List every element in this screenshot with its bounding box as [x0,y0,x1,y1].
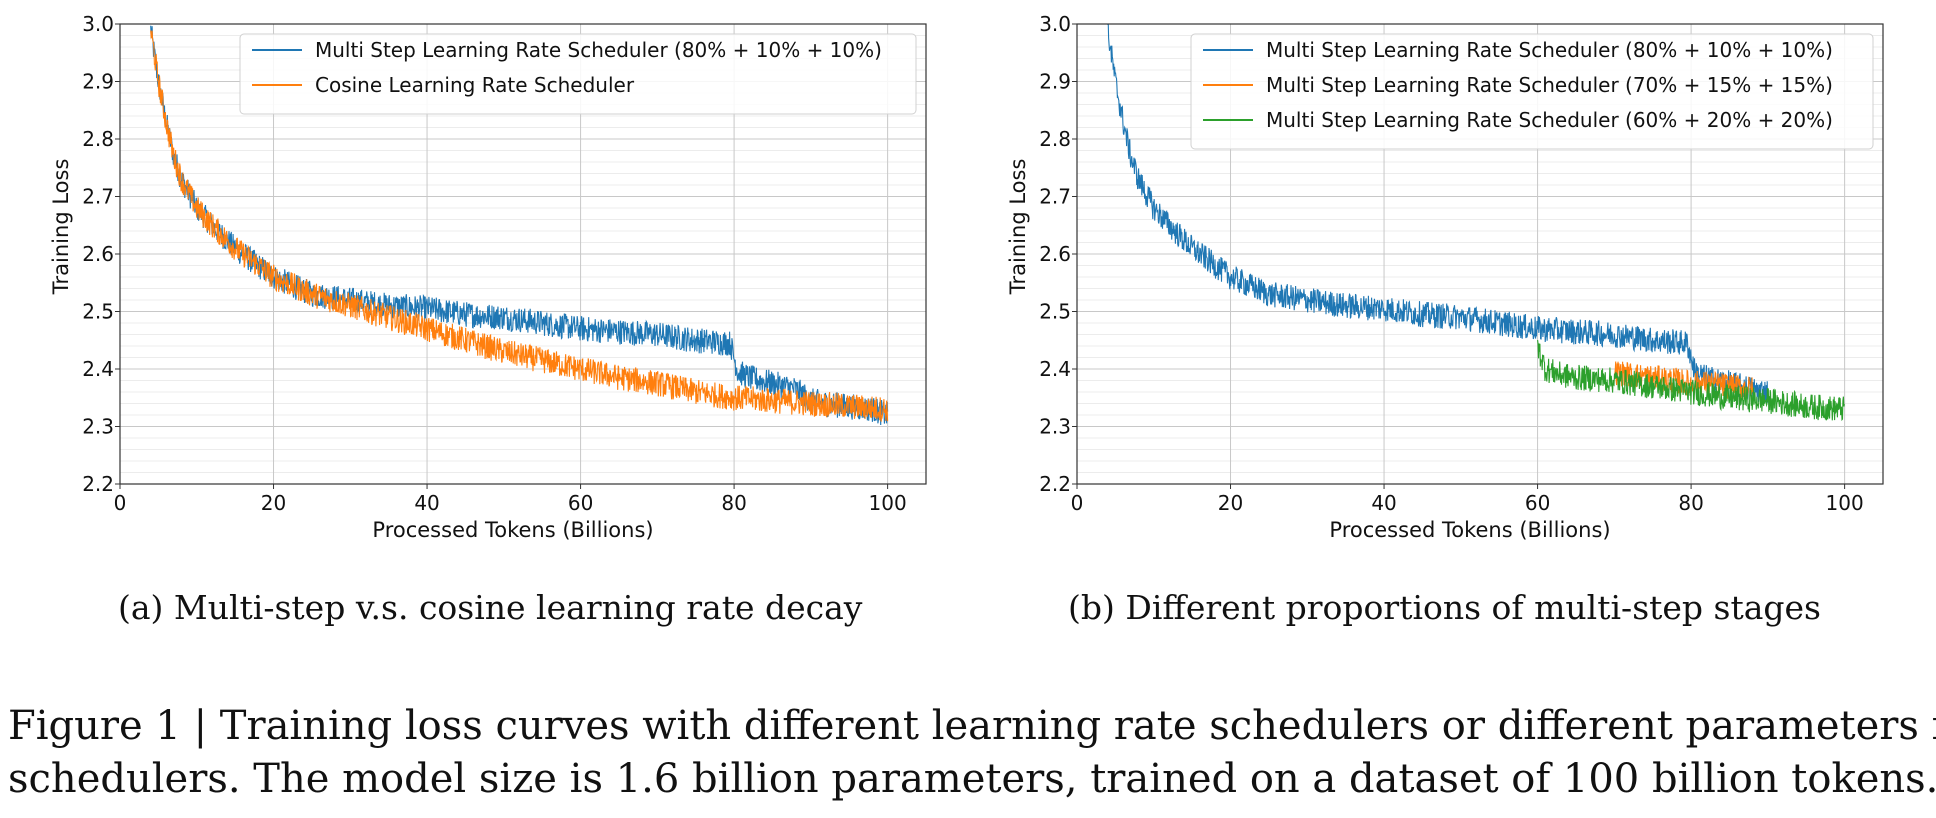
y-tick-label: 3.0 [82,12,114,36]
subcaption-b: (b) Different proportions of multi-step … [1068,588,1821,627]
x-tick-label: 40 [414,491,439,515]
y-tick-label: 2.4 [1039,357,1071,381]
legend-entry-1: Multi Step Learning Rate Scheduler (70% … [1266,73,1833,97]
chart-panel-1: 2.2 2.3 2.4 2.5 2.6 2.7 2.8 2.9 3.0 0 20 40 60 80 100 P… [1006,12,1884,542]
x-tick-label: 100 [869,491,907,515]
legend-box [239,33,917,115]
legend-entry-0: Multi Step Learning Rate Scheduler (80% … [1266,38,1833,62]
x-tick-label: 80 [1678,491,1703,515]
x-tick-label: 20 [261,491,286,515]
x-tick-label: 60 [1525,491,1550,515]
series-line-1 [150,30,889,422]
y-tick-label: 2.8 [1039,127,1071,151]
y-axis-label: Training Loss [49,159,73,296]
x-tick-label: 60 [568,491,593,515]
y-tick-label: 2.7 [1039,185,1071,209]
y-tick-label: 2.6 [1039,242,1071,266]
y-tick-label: 2.5 [82,300,114,324]
y-tick-label: 2.8 [82,127,114,151]
subcaption-a: (a) Multi-step v.s. cosine learning rate… [118,588,863,627]
x-tick-label: 0 [1071,491,1084,515]
series-line-0 [1107,24,1769,404]
y-tick-label: 3.0 [1039,12,1071,36]
series-line-2 [1537,340,1845,422]
y-tick-label: 2.6 [82,242,114,266]
legend-entry-1: Cosine Learning Rate Scheduler [315,73,635,97]
legend-entry-2: Multi Step Learning Rate Scheduler (60% … [1266,108,1833,132]
chart-panel-0: 2.2 2.3 2.4 2.5 2.6 2.7 2.8 2.9 3.0 0 20 40 60 80 100 P… [49,12,927,542]
y-tick-label: 2.7 [82,185,114,209]
figure-charts: 2.2 2.3 2.4 2.5 2.6 2.7 2.8 2.9 3.0 0 20 40 60 80 100 P… [49,12,1884,542]
legend-entry-0: Multi Step Learning Rate Scheduler (80% … [315,38,882,62]
y-tick-label: 2.3 [1039,415,1071,439]
caption-line-2: schedulers. The model size is 1.6 billio… [8,756,1936,802]
y-tick-label: 2.9 [1039,70,1071,94]
x-tick-label: 0 [114,491,127,515]
x-tick-label: 100 [1826,491,1864,515]
x-tick-label: 80 [721,491,746,515]
x-tick-label: 40 [1371,491,1396,515]
legend: Multi Step Learning Rate Scheduler (80% … [239,33,917,115]
figure-caption: Figure 1 | Training loss curves with dif… [8,700,1936,806]
y-tick-label: 2.2 [1039,472,1071,496]
caption-line-1: Figure 1 | Training loss curves with dif… [8,703,1936,749]
y-tick-label: 2.3 [82,415,114,439]
y-tick-label: 2.2 [82,472,114,496]
y-axis-label: Training Loss [1006,159,1030,296]
y-tick-label: 2.5 [1039,300,1071,324]
legend: Multi Step Learning Rate Scheduler (80% … [1190,33,1874,150]
x-tick-label: 20 [1218,491,1243,515]
y-tick-label: 2.9 [82,70,114,94]
x-axis-label: Processed Tokens (Billions) [372,518,653,542]
x-axis-label: Processed Tokens (Billions) [1329,518,1610,542]
legend-box [1190,33,1874,150]
y-tick-label: 2.4 [82,357,114,381]
